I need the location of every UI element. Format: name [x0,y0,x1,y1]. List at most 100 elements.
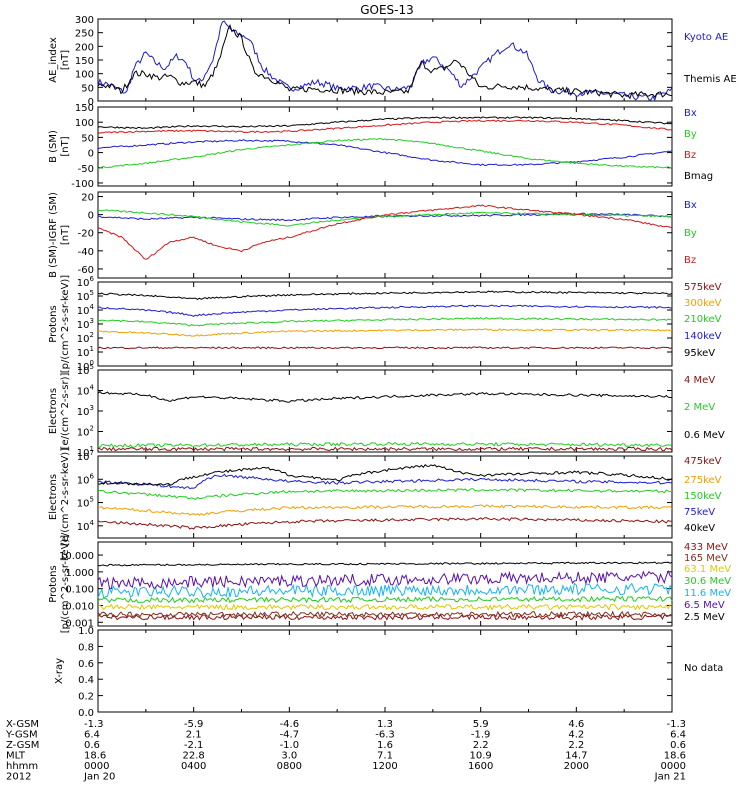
series-line-575kev [97,346,673,350]
series-line-75kev [97,473,672,490]
ephemeris-value: -1.9 [471,730,491,741]
y-axis-label: [p/(cm^2-s-sr-keV)] [60,535,71,634]
y-tick-label: 0 [88,97,94,108]
y-axis-label: Protons [48,305,59,342]
ephemeris-value: Jan 21 [654,772,686,783]
ephemeris-value: -1.3 [84,719,104,730]
series-line-bx [97,212,673,222]
y-tick-label: 250 [75,29,94,40]
legend-label: 2.5 MeV [684,612,725,623]
legend-label: 63.1 MeV [684,564,731,575]
y-tick-label: 150 [75,56,94,67]
y-tick-label: 20 [81,193,94,204]
y-tick-label: 101 [77,445,94,459]
ephemeris-value: -1.3 [666,719,686,730]
legend-label: 433 MeV [684,542,728,553]
series-line-63-1-mev [97,603,673,611]
series-line-95kev [97,290,673,300]
series-line-by [97,137,673,169]
legend-label: Bz [684,255,696,266]
series-line-themis-ae [97,23,673,100]
legend-label: 30.6 MeV [684,576,731,587]
series-line-bz [97,204,673,260]
ephemeris-value: 4.6 [568,719,584,730]
series-line-bmag [97,116,673,130]
y-tick-label: 0.2 [78,692,94,703]
ephemeris-value: 0000 [661,761,686,772]
ephemeris-value: 10.9 [470,751,492,762]
y-axis-label: [e/(cm^2-s-sr-keV)] [60,448,71,546]
series-line-4-mev [97,446,673,452]
legend-label: 95keV [684,348,715,359]
y-tick-label: 104 [77,519,95,533]
y-axis-label: B (SM) [48,130,59,163]
y-tick-label: 107 [77,449,94,463]
ephemeris-row-label: 2012 [6,772,31,783]
y-tick-label: 1.000 [65,568,94,579]
y-axis-label: [e/(cm^2-s-sr)] [60,372,71,449]
panel-8: 1.0 0.8 0.6 0.4 0.2 0.0 X-ray [54,626,673,719]
y-axis-label: [nT] [60,136,71,156]
legend-label: Themis AE [683,74,737,85]
y-tick-label: 100 [77,359,94,373]
ephemeris-value: 14.7 [565,751,587,762]
y-axis-label: [nT] [60,225,71,245]
legend-label: 575keV [684,282,722,293]
y-tick-label: 105 [77,363,94,377]
legend-label: Bmag [684,171,713,182]
y-tick-label: 106 [77,472,95,486]
y-tick-label: 105 [77,496,94,510]
ephemeris-value: 18.6 [664,751,686,762]
series-line-275kev [97,504,673,516]
plot-title: GOES-13 [360,3,414,17]
series-line-kyoto-ae [97,20,673,102]
ephemeris-value: -4.7 [280,730,300,741]
y-tick-label: 300 [75,15,94,26]
legend-label: 210keV [684,314,722,325]
y-tick-label: 100 [75,70,94,81]
ephemeris-value: -4.6 [280,719,300,730]
y-tick-label: 0.4 [78,675,94,686]
legend-label: 165 MeV [684,553,728,564]
y-tick-label: 0.010 [65,601,94,612]
ephemeris-value: 6.4 [84,730,100,741]
y-tick-label: 106 [77,275,95,289]
ephemeris-value: 1.6 [377,740,393,751]
ephemeris-value: 3.0 [281,751,297,762]
y-axis-label: [p/(cm^2-s-sr-keV)] [60,275,71,374]
panel-frame [97,18,673,102]
panel-frame [97,191,673,279]
y-axis-label: Electrons [48,474,59,520]
ephemeris-value: 7.1 [377,751,393,762]
y-axis-label: Protons [48,565,59,602]
y-axis-label: AE_index [48,37,59,83]
legend-label: 2 MeV [684,402,715,413]
ephemeris-row-label: Y-GSM [5,730,38,741]
y-axis-label: X-ray [54,658,65,684]
y-tick-label: -50 [78,164,94,175]
y-tick-label: 102 [77,425,94,439]
ephemeris-value: 1600 [468,761,493,772]
series-line-433-mev [97,613,673,621]
ephemeris-value: 2.1 [186,730,202,741]
ephemeris-value: 2.2 [473,740,489,751]
ephemeris-value: -2.1 [184,740,204,751]
legend-label: 75keV [684,507,715,518]
y-axis-label: Electrons [48,388,59,434]
y-tick-label: -40 [78,247,94,258]
y-tick-label: 0 [88,149,94,160]
y-tick-label: 104 [77,303,95,317]
legend-label: 40keV [684,523,715,534]
legend-label: 11.6 MeV [684,588,731,599]
y-tick-label: 0.0 [78,708,94,719]
y-tick-label: 103 [77,404,94,418]
series-line-300kev [97,328,673,337]
y-tick-label: 0.6 [78,659,94,670]
legend-label: 150keV [684,491,722,502]
ephemeris-value: -1.0 [280,740,300,751]
y-tick-label: 50 [81,83,94,94]
ephemeris-value: 0.6 [670,740,686,751]
ephemeris-row-label: hhmm [6,761,38,772]
